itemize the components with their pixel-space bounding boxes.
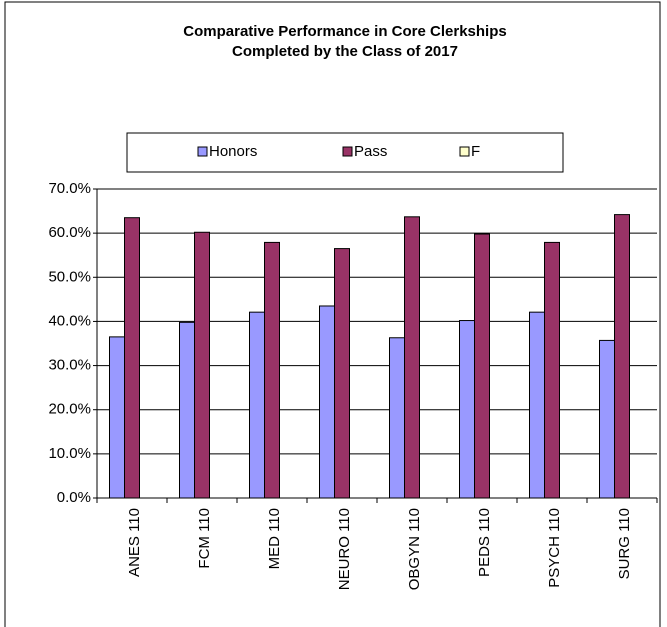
x-tick-label: FCM 110 [196,508,213,569]
bar [614,214,630,499]
y-tick-label: 10.0% [48,445,91,462]
bar [459,320,475,499]
bar [404,216,420,499]
legend-swatch [459,146,470,157]
bar [179,321,195,499]
legend-label: Pass [354,143,387,160]
bar [249,311,265,499]
bar [334,248,350,499]
bar [389,337,405,499]
y-tick-label: 50.0% [48,268,91,285]
x-tick-label: PSYCH 110 [546,508,563,588]
legend-swatch [342,146,353,157]
chart-title: Completed by the Class of 2017 [232,43,458,60]
bar [319,305,335,499]
y-tick-label: 30.0% [48,357,91,374]
bar [264,241,280,499]
y-tick-label: 20.0% [48,401,91,418]
legend-label: F [471,143,480,160]
bar [529,311,545,499]
bar [109,336,125,499]
y-tick-label: 40.0% [48,312,91,329]
y-tick-label: 60.0% [48,224,91,241]
bar [474,233,490,499]
x-tick-label: ANES 110 [126,508,143,577]
x-tick-label: MED 110 [266,508,283,569]
bar [544,241,560,499]
bar [599,339,615,499]
x-tick-label: OBGYN 110 [406,508,423,590]
legend-swatch [197,146,208,157]
x-tick-label: PEDS 110 [476,508,493,577]
chart-title: Comparative Performance in Core Clerkshi… [183,23,506,40]
x-tick-label: SURG 110 [616,508,633,579]
bar [124,217,140,499]
bar [194,231,210,499]
x-tick-label: NEURO 110 [336,508,353,590]
y-tick-label: 0.0% [57,489,91,506]
legend-label: Honors [209,143,257,160]
y-tick-label: 70.0% [48,180,91,197]
